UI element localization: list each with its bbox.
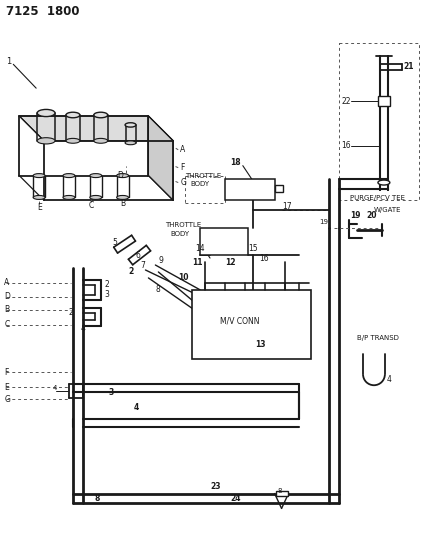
Text: 20: 20 — [366, 211, 377, 220]
Ellipse shape — [378, 180, 390, 185]
Text: G: G — [4, 394, 10, 403]
Text: B/P TRANSD: B/P TRANSD — [357, 335, 399, 341]
Text: A: A — [4, 278, 9, 287]
Polygon shape — [19, 116, 173, 141]
Text: W/GATE: W/GATE — [374, 207, 401, 213]
Bar — [339, 44, 419, 200]
Text: D: D — [118, 171, 124, 180]
Text: 4: 4 — [81, 324, 86, 333]
Text: 12: 12 — [225, 257, 235, 266]
Text: 23: 23 — [210, 482, 220, 491]
Ellipse shape — [63, 196, 75, 199]
Text: 5: 5 — [113, 238, 118, 247]
Ellipse shape — [37, 138, 55, 144]
Ellipse shape — [33, 196, 45, 199]
Bar — [192, 290, 311, 359]
Text: PURGE/PCV TEE: PURGE/PCV TEE — [350, 196, 405, 201]
Text: 8: 8 — [278, 488, 282, 494]
Bar — [275, 184, 282, 192]
Text: 14: 14 — [195, 244, 205, 253]
Text: 4: 4 — [53, 385, 57, 391]
Text: THROTTLE: THROTTLE — [185, 173, 221, 179]
Text: 8: 8 — [155, 285, 160, 294]
Text: 18: 18 — [230, 158, 241, 167]
Text: 16: 16 — [341, 141, 351, 150]
Ellipse shape — [66, 112, 80, 118]
Text: C: C — [88, 201, 93, 210]
Text: 24: 24 — [230, 494, 241, 503]
Ellipse shape — [33, 174, 45, 177]
Ellipse shape — [66, 139, 80, 143]
Bar — [276, 490, 288, 497]
Ellipse shape — [125, 123, 136, 127]
Text: C: C — [4, 320, 9, 329]
Ellipse shape — [37, 109, 55, 117]
Bar — [378, 96, 390, 106]
Text: 2: 2 — [128, 268, 134, 277]
Ellipse shape — [94, 112, 108, 118]
Ellipse shape — [90, 174, 102, 177]
Text: 16: 16 — [260, 254, 269, 263]
Text: THROTTLE: THROTTLE — [165, 222, 202, 228]
Ellipse shape — [94, 139, 108, 143]
Text: 7125  1800: 7125 1800 — [6, 5, 80, 18]
Text: 2: 2 — [69, 308, 74, 317]
Text: E: E — [37, 203, 42, 212]
Text: 19: 19 — [350, 211, 361, 220]
Text: 8: 8 — [95, 494, 100, 503]
Bar — [200, 228, 248, 255]
Text: 4: 4 — [387, 375, 392, 384]
Text: B: B — [120, 199, 125, 208]
Text: 22: 22 — [341, 96, 351, 106]
Text: 17: 17 — [282, 202, 292, 211]
Ellipse shape — [117, 196, 128, 199]
Ellipse shape — [117, 174, 128, 177]
Text: 21: 21 — [404, 62, 414, 71]
Bar — [225, 179, 275, 200]
Text: E: E — [4, 383, 9, 392]
Text: F: F — [180, 163, 184, 172]
Text: 10: 10 — [178, 273, 189, 282]
Text: M/V CONN: M/V CONN — [220, 316, 259, 325]
Text: 3: 3 — [109, 387, 114, 397]
Text: 19: 19 — [319, 219, 328, 225]
Text: 11: 11 — [192, 257, 202, 266]
Text: 15: 15 — [248, 244, 257, 253]
Ellipse shape — [63, 174, 75, 177]
Text: B: B — [4, 305, 9, 314]
Text: 2: 2 — [105, 280, 110, 289]
Polygon shape — [149, 116, 173, 200]
Text: A: A — [180, 146, 185, 154]
Text: 6: 6 — [136, 251, 140, 260]
Text: 9: 9 — [158, 255, 163, 264]
Ellipse shape — [125, 141, 136, 145]
Text: BODY: BODY — [170, 231, 190, 237]
Text: 4: 4 — [134, 402, 139, 411]
Text: BODY: BODY — [190, 181, 209, 187]
Text: 3: 3 — [105, 290, 110, 300]
Text: 1: 1 — [6, 57, 12, 66]
Ellipse shape — [90, 196, 102, 199]
Text: 7: 7 — [140, 261, 146, 270]
Text: D: D — [4, 292, 10, 301]
Text: 13: 13 — [255, 340, 265, 349]
Text: G: G — [180, 178, 186, 187]
Text: F: F — [4, 368, 9, 377]
